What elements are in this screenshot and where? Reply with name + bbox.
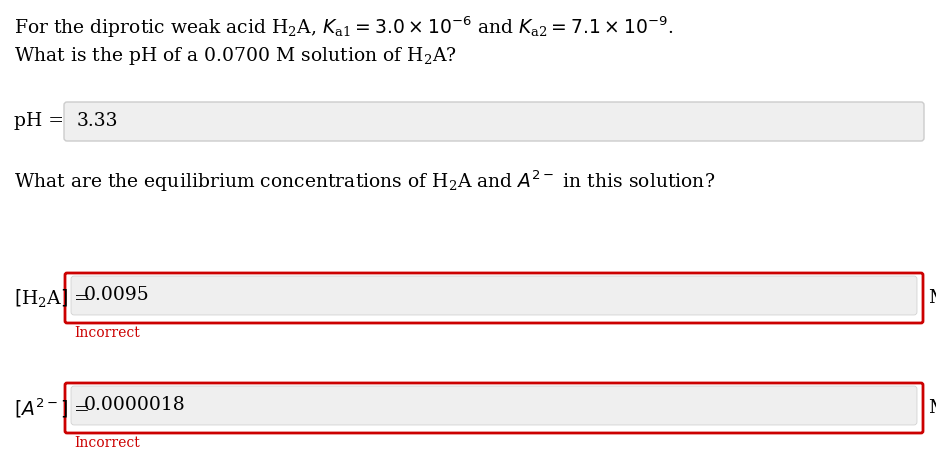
Text: What are the equilibrium concentrations of $\mathregular{H_2A}$ and $A^{2-}$ in : What are the equilibrium concentrations … [14, 168, 714, 193]
Text: 0.0000018: 0.0000018 [84, 396, 185, 415]
Text: M: M [927, 399, 936, 417]
FancyBboxPatch shape [71, 276, 916, 315]
Text: pH =: pH = [14, 113, 64, 130]
Text: M: M [927, 289, 936, 307]
Text: 0.0095: 0.0095 [84, 286, 150, 304]
Text: $[A^{2-}]$ =: $[A^{2-}]$ = [14, 396, 90, 420]
Text: Incorrect: Incorrect [74, 326, 139, 340]
FancyBboxPatch shape [65, 273, 922, 323]
Text: $[\mathregular{H_2A}]$ =: $[\mathregular{H_2A}]$ = [14, 287, 89, 309]
Text: 3.33: 3.33 [77, 113, 118, 130]
Text: Incorrect: Incorrect [74, 436, 139, 450]
FancyBboxPatch shape [65, 383, 922, 433]
Text: What is the pH of a 0.0700 M solution of $\mathregular{H_2A}$?: What is the pH of a 0.0700 M solution of… [14, 45, 456, 67]
Text: For the diprotic weak acid $\mathregular{H_2A}$, $K_{\mathregular{a1}} = 3.0 \ti: For the diprotic weak acid $\mathregular… [14, 14, 672, 40]
FancyBboxPatch shape [64, 102, 923, 141]
FancyBboxPatch shape [71, 386, 916, 425]
